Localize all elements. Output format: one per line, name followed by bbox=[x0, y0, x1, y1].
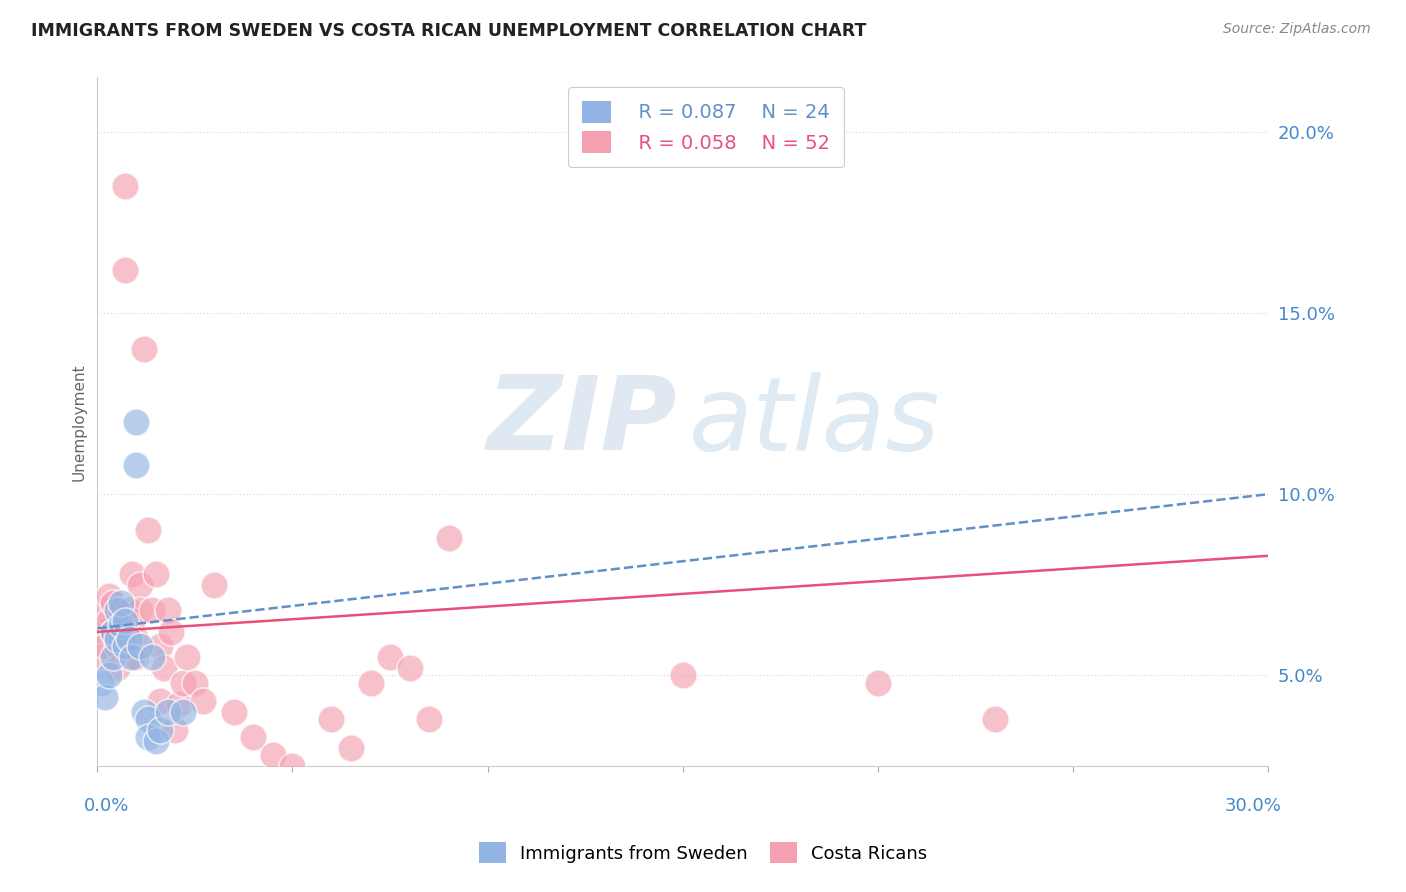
Point bbox=[105, 661, 128, 675]
Point bbox=[398, 661, 420, 675]
Point bbox=[437, 531, 460, 545]
Point bbox=[90, 624, 112, 639]
Point bbox=[110, 632, 132, 647]
Point bbox=[172, 675, 194, 690]
Point bbox=[125, 415, 148, 429]
Point bbox=[141, 650, 163, 665]
Point bbox=[134, 343, 156, 357]
Point bbox=[90, 675, 112, 690]
Point bbox=[90, 650, 112, 665]
Legend:   R = 0.087    N = 24,   R = 0.058    N = 52: R = 0.087 N = 24, R = 0.058 N = 52 bbox=[568, 87, 844, 167]
Point bbox=[94, 640, 117, 654]
Point bbox=[101, 650, 124, 665]
Point bbox=[117, 603, 139, 617]
Text: Source: ZipAtlas.com: Source: ZipAtlas.com bbox=[1223, 22, 1371, 37]
Point bbox=[114, 179, 136, 194]
Point bbox=[98, 589, 121, 603]
Point bbox=[156, 603, 179, 617]
Point bbox=[114, 614, 136, 628]
Point bbox=[129, 578, 152, 592]
Point bbox=[152, 661, 174, 675]
Point bbox=[110, 617, 132, 632]
Point bbox=[101, 624, 124, 639]
Point bbox=[165, 723, 187, 737]
Point bbox=[222, 705, 245, 719]
Point bbox=[110, 596, 132, 610]
Point bbox=[121, 650, 143, 665]
Point bbox=[242, 730, 264, 744]
Point bbox=[98, 668, 121, 682]
Point bbox=[184, 675, 207, 690]
Point bbox=[360, 675, 382, 690]
Point bbox=[105, 640, 128, 654]
Point bbox=[169, 698, 191, 712]
Point bbox=[172, 705, 194, 719]
Point bbox=[281, 759, 304, 773]
Point bbox=[121, 566, 143, 581]
Point bbox=[117, 632, 139, 647]
Text: IMMIGRANTS FROM SWEDEN VS COSTA RICAN UNEMPLOYMENT CORRELATION CHART: IMMIGRANTS FROM SWEDEN VS COSTA RICAN UN… bbox=[31, 22, 866, 40]
Point bbox=[418, 712, 440, 726]
Point bbox=[145, 566, 167, 581]
Y-axis label: Unemployment: Unemployment bbox=[72, 363, 86, 481]
Point bbox=[101, 624, 124, 639]
Point bbox=[136, 730, 159, 744]
Point bbox=[114, 262, 136, 277]
Point bbox=[94, 690, 117, 705]
Point bbox=[121, 614, 143, 628]
Point bbox=[149, 694, 172, 708]
Point bbox=[262, 748, 284, 763]
Point bbox=[672, 668, 695, 682]
Point bbox=[149, 640, 172, 654]
Point bbox=[94, 603, 117, 617]
Point bbox=[114, 640, 136, 654]
Text: 30.0%: 30.0% bbox=[1225, 797, 1282, 814]
Point bbox=[378, 650, 401, 665]
Point bbox=[160, 624, 183, 639]
Legend: Immigrants from Sweden, Costa Ricans: Immigrants from Sweden, Costa Ricans bbox=[470, 833, 936, 872]
Point bbox=[136, 712, 159, 726]
Point bbox=[136, 524, 159, 538]
Point bbox=[129, 640, 152, 654]
Text: 0.0%: 0.0% bbox=[83, 797, 129, 814]
Point bbox=[105, 632, 128, 647]
Point bbox=[984, 712, 1007, 726]
Point bbox=[149, 723, 172, 737]
Point bbox=[191, 694, 214, 708]
Point bbox=[204, 578, 226, 592]
Point bbox=[866, 675, 889, 690]
Text: ZIP: ZIP bbox=[486, 371, 676, 472]
Point bbox=[156, 705, 179, 719]
Point bbox=[125, 650, 148, 665]
Point bbox=[340, 740, 363, 755]
Point bbox=[125, 632, 148, 647]
Point bbox=[176, 650, 198, 665]
Point bbox=[105, 603, 128, 617]
Text: atlas: atlas bbox=[689, 372, 941, 472]
Point bbox=[101, 596, 124, 610]
Point bbox=[98, 614, 121, 628]
Point bbox=[117, 650, 139, 665]
Point bbox=[134, 705, 156, 719]
Point bbox=[125, 458, 148, 473]
Point bbox=[321, 712, 343, 726]
Point bbox=[129, 603, 152, 617]
Point bbox=[145, 733, 167, 747]
Point bbox=[141, 603, 163, 617]
Point bbox=[110, 603, 132, 617]
